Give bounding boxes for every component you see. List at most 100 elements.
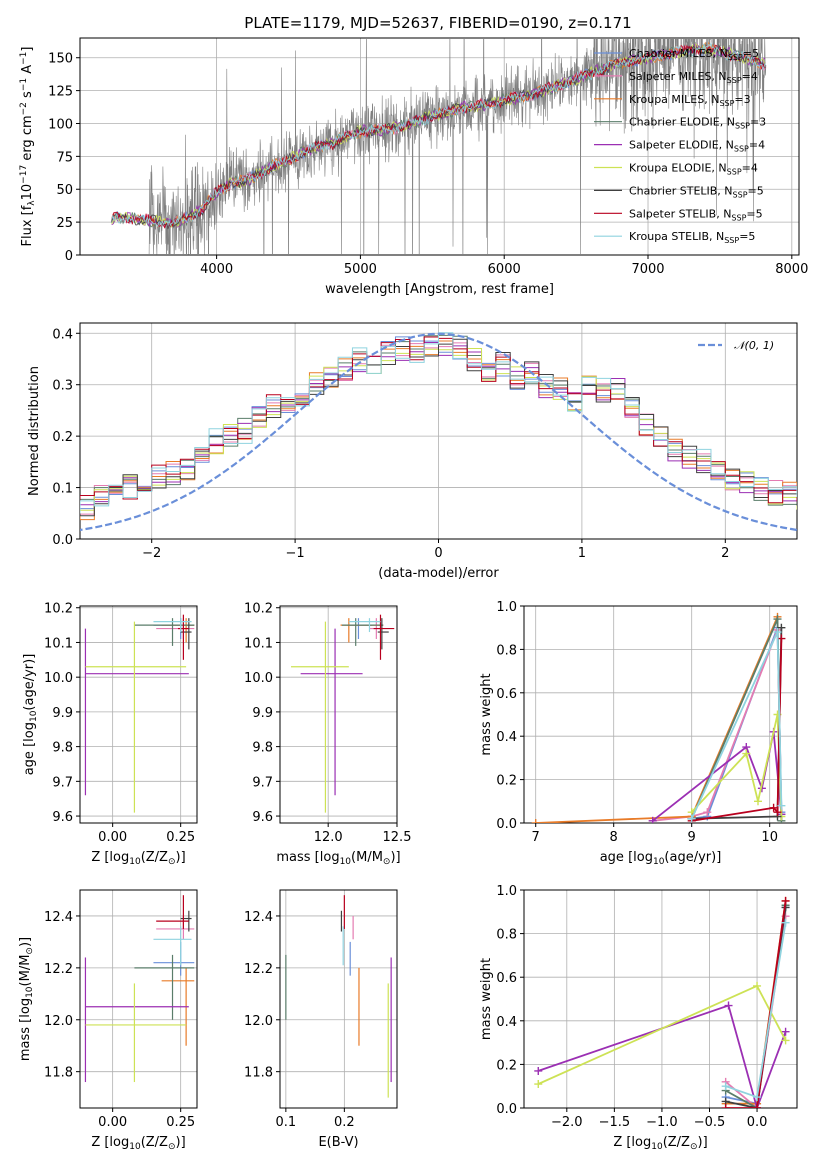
residual-hist-step — [80, 336, 797, 504]
residual-hist-step — [80, 341, 797, 516]
residuals-xlabel: (data-model)/error — [378, 566, 499, 581]
age_vs_mass-frame — [279, 605, 398, 824]
weight_vs_age-ylabel: mass weight — [479, 673, 494, 755]
legend-entry: Kroupa STELIB, NSSP=5 — [629, 230, 755, 245]
gaussian-reference-curve — [80, 332, 797, 532]
y-tick-label: 1.0 — [496, 884, 517, 899]
y-tick-label: 12.4 — [44, 910, 73, 925]
legend-entry: Salpeter STELIB, NSSP=5 — [629, 207, 763, 222]
weight-series-marker — [534, 1080, 543, 1089]
weight-series-marker — [721, 1104, 730, 1108]
age_vs_Z-xlabel-end: )] — [176, 850, 186, 865]
mass_vs_Z-xlabel-sun: ⊙ — [168, 1142, 176, 1152]
y-tick-label: 12.4 — [244, 910, 273, 925]
mass_vs_ebv-axes: 0.1 0.2 11.8 12.0 12.2 12.4 E(B-V) — [244, 889, 398, 1150]
spectrum-ylabel: Flux [fλ10−17 erg cm−2 s−1 A−1] — [19, 47, 37, 247]
weight-series-marker — [534, 1066, 543, 1075]
weight_vs_age-xlabel-post: (age/yr)] — [664, 850, 721, 865]
x-tick-label: 0.1 — [276, 1115, 297, 1130]
age_vs_mass-xlabel-pre: mass [log — [276, 850, 339, 865]
weight-series-marker — [742, 749, 751, 758]
weight_vs_age-xlabel: age [log10(age/yr)] — [600, 850, 722, 867]
weight_vs_Z-xlabel-sun: ⊙ — [690, 1142, 698, 1152]
weight-series-marker — [781, 1027, 790, 1036]
residuals-plot — [80, 332, 797, 532]
residual-hist-step — [80, 340, 797, 521]
x-tick-label: 0.2 — [334, 1115, 355, 1130]
y-tick-label: 125 — [48, 85, 73, 100]
gaussian-legend-label: 𝒩(0, 1) — [734, 339, 774, 352]
legend-entry-sub: SSP — [719, 99, 734, 108]
weight_vs_age-xlabel-sub: 10 — [653, 857, 665, 867]
legend-entry: Salpeter MILES, NSSP=4 — [629, 70, 758, 85]
y-tick-label: 0 — [65, 249, 73, 264]
spectrum-ylabel-post: ] — [20, 47, 35, 52]
y-tick-label: 0.8 — [496, 643, 517, 658]
x-tick-label: 0.25 — [166, 830, 195, 845]
spectrum-axes: 4000 5000 6000 7000 8000 0 25 50 75 100 125 150 wave… — [19, 37, 808, 297]
figure-title: PLATE=1179, MJD=52637, FIBERID=0190, z=0… — [244, 14, 631, 32]
x-tick-label: −0.5 — [694, 1115, 726, 1130]
y-tick-label: 10.2 — [244, 602, 273, 617]
weight-series-marker — [773, 615, 782, 624]
legend-entry-text: Salpeter MILES, N — [629, 70, 727, 83]
spectrum-ylabel-mid: 10 — [20, 184, 35, 201]
spectrum-model-line — [111, 42, 766, 228]
x-tick-label: 12.5 — [383, 830, 412, 845]
x-tick-label: 12.0 — [314, 830, 343, 845]
y-tick-label: 9.7 — [52, 775, 73, 790]
legend-entry-text: Salpeter ELODIE, N — [629, 139, 734, 152]
mass_vs_Z-ylabel-post: (M/M — [18, 955, 33, 987]
weight-series-marker — [781, 918, 790, 927]
x-tick-label: −2 — [142, 546, 161, 561]
x-tick-label: −1.5 — [599, 1115, 631, 1130]
residual-hist-step — [80, 342, 797, 515]
spectrum-ylabel-pre: Flux [f — [20, 205, 35, 246]
x-tick-label: 0.0 — [747, 1115, 768, 1130]
mass_vs_Z-ylabel: mass [log10(M/M⊙)] — [18, 937, 35, 1061]
residual-hist-step — [80, 336, 797, 517]
age_vs_Z-ylabel: age [log10(age/yr)] — [22, 654, 39, 776]
spectrum-plot — [111, 38, 767, 255]
spectrum-model-line — [111, 42, 766, 228]
age_vs_Z-xlabel-sun: ⊙ — [168, 857, 176, 867]
y-tick-label: 75 — [56, 150, 73, 165]
legend-entry: Kroupa MILES, NSSP=3 — [629, 93, 751, 108]
weight-series-marker — [777, 634, 786, 643]
weight-series-line — [725, 916, 787, 1108]
x-tick-label: 10 — [761, 830, 778, 845]
legend-entry-text: Kroupa MILES, N — [629, 93, 719, 106]
legend-entry: Chabrier MILES, NSSP=5 — [629, 47, 759, 62]
y-tick-label: 0.4 — [496, 1015, 517, 1030]
y-tick-label: 10.2 — [44, 602, 73, 617]
weight-series-marker — [777, 623, 786, 632]
weight-series-line — [535, 616, 779, 823]
weight_vs_Z-xlabel-post: (Z/Z — [663, 1135, 690, 1150]
weight-series-marker — [754, 797, 762, 806]
residuals-frame — [79, 322, 798, 540]
legend-entry-sub: SSP — [728, 53, 743, 62]
legend-entry-text: Chabrier STELIB, N — [629, 184, 733, 197]
y-tick-label: 0.2 — [496, 774, 517, 789]
legend-entry-sub: SSP — [731, 213, 746, 222]
y-tick-label: 0.3 — [52, 379, 73, 394]
weight-series-line — [652, 731, 783, 822]
x-tick-label: 4000 — [200, 262, 233, 277]
y-tick-label: 10.1 — [244, 636, 273, 651]
residuals-axes: −2 −1 0 1 2 0.0 0.1 0.2 0.3 0.4 (data-model)/error… — [27, 322, 798, 581]
weight-series-marker — [753, 981, 762, 990]
weight-series-marker — [648, 816, 657, 823]
spectrum-ylabel-sup4: −1 — [19, 52, 29, 65]
weight-series-marker — [773, 628, 782, 637]
x-tick-label: 8000 — [775, 262, 808, 277]
age_vs_mass-xlabel-sub: 10 — [340, 857, 352, 867]
weight_vs_age-frame — [523, 605, 798, 824]
y-tick-label: 150 — [48, 52, 73, 67]
legend-entry-count: =4 — [749, 139, 765, 152]
legend-entry: Kroupa ELODIE, NSSP=4 — [629, 162, 758, 177]
y-tick-label: 1.0 — [496, 600, 517, 615]
mass_vs_Z-xlabel-end: )] — [176, 1135, 186, 1150]
